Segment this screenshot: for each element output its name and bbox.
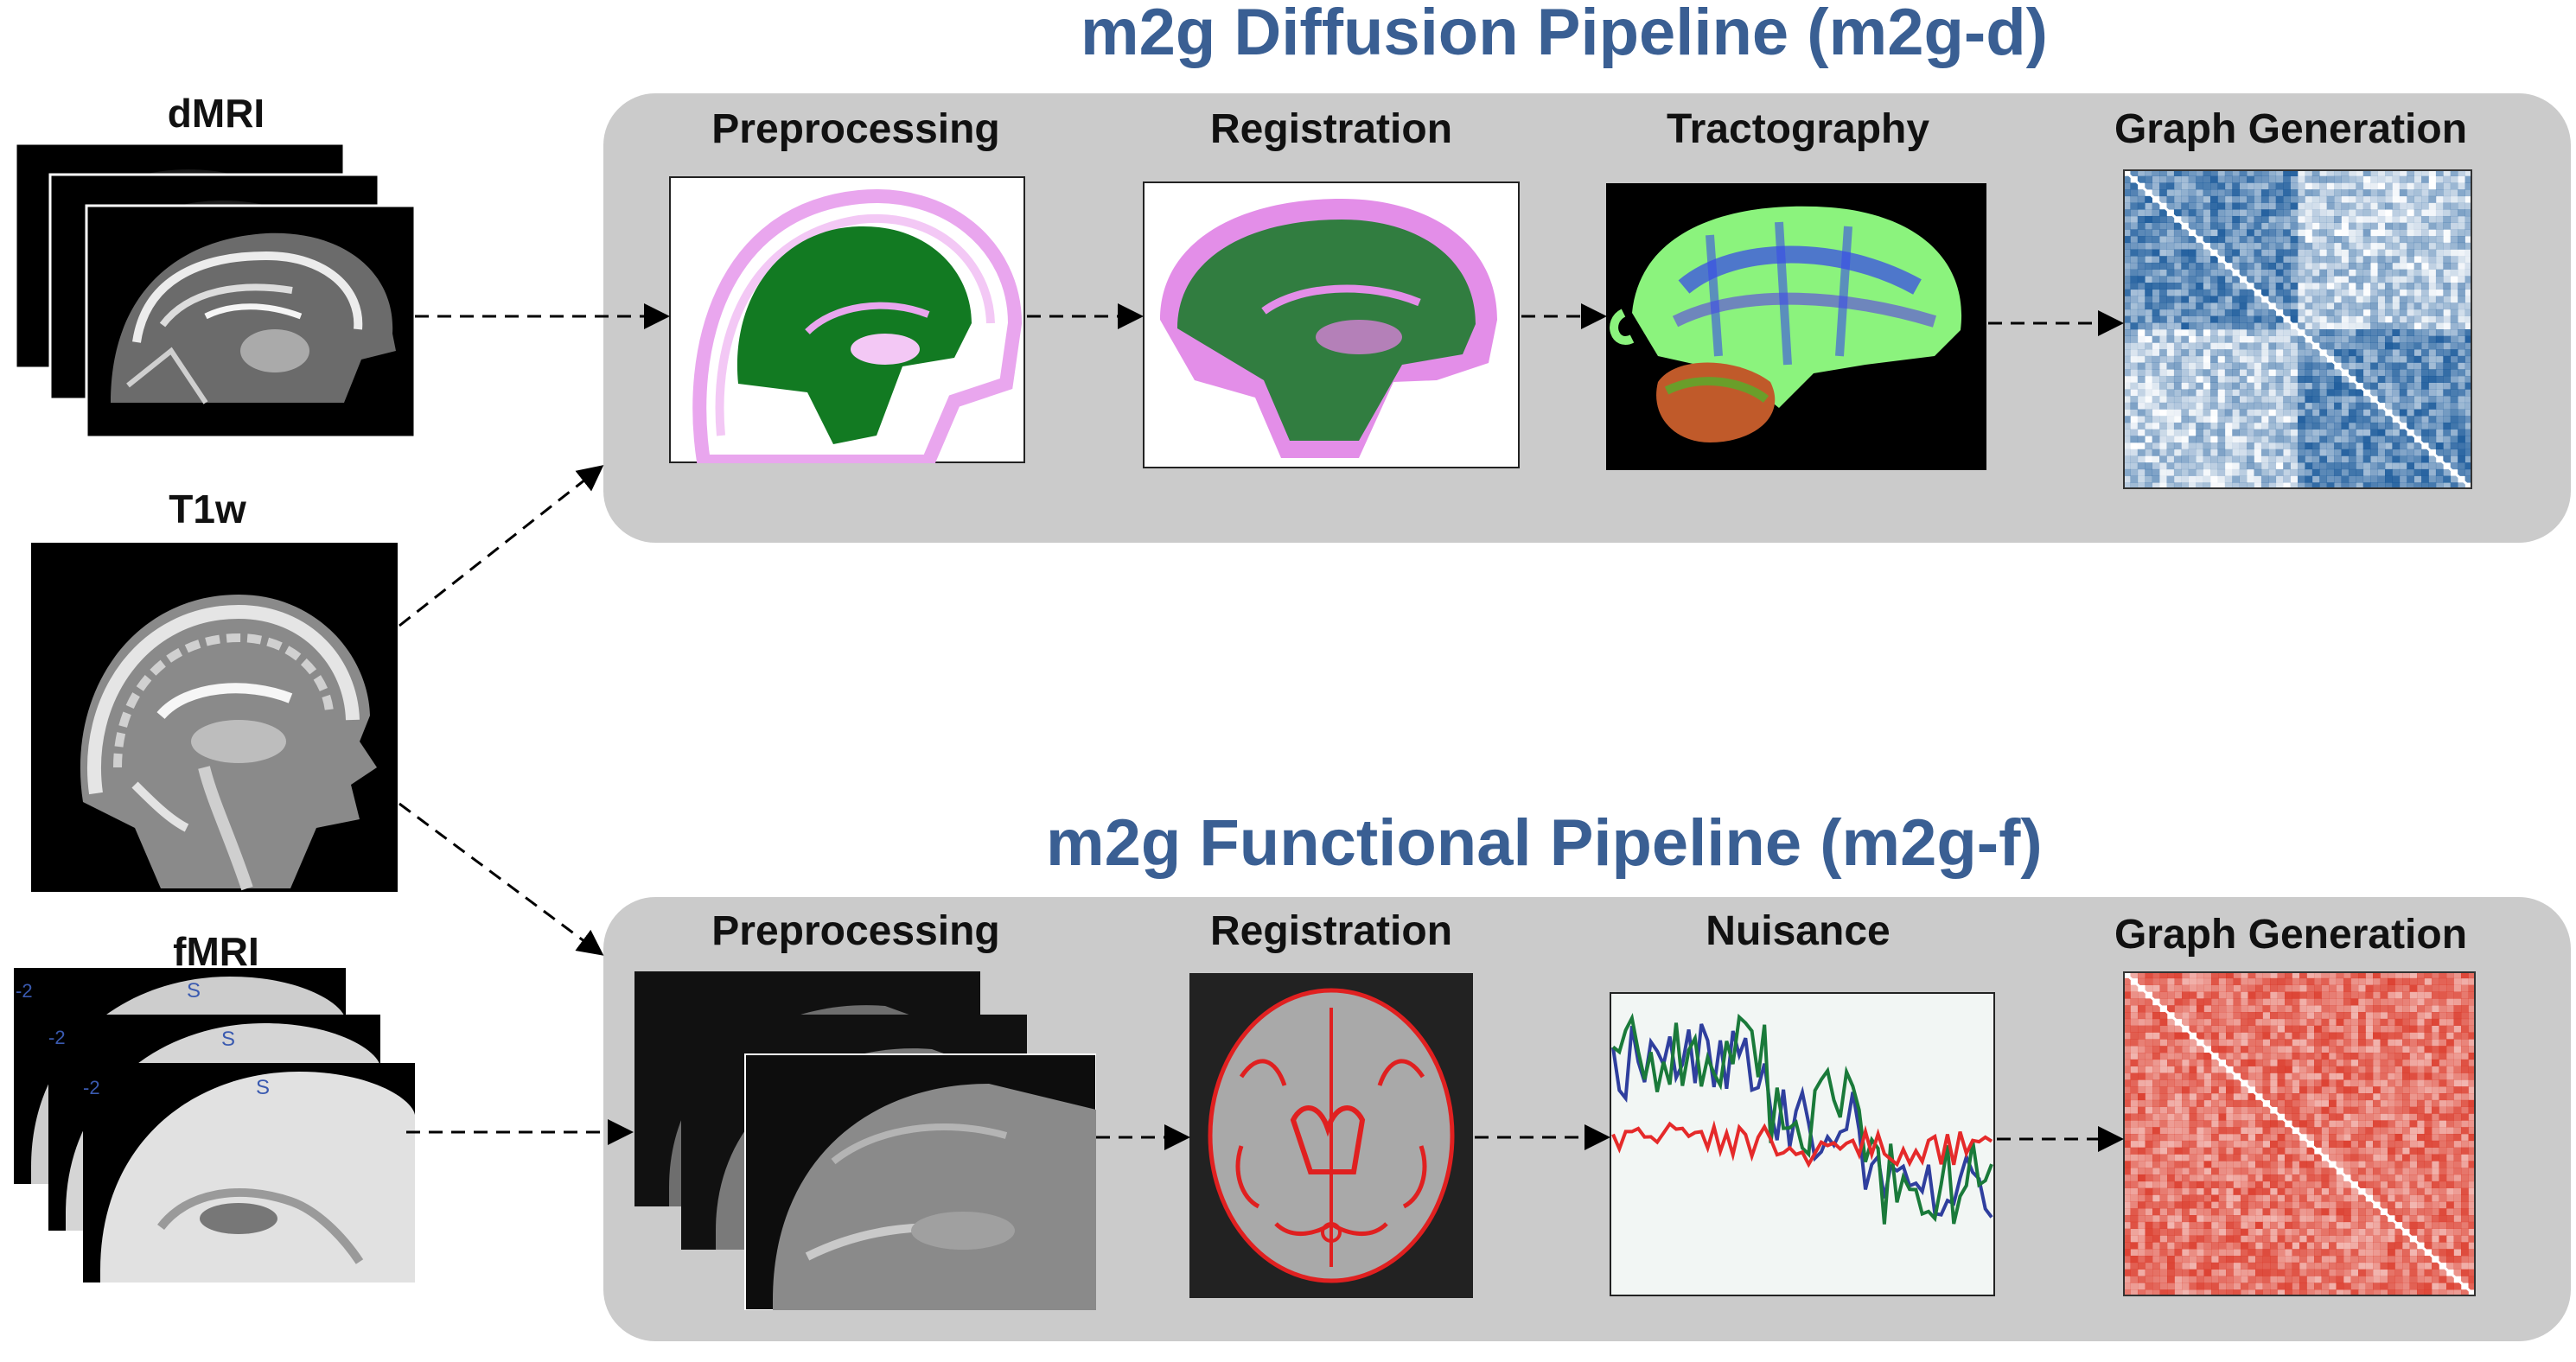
diffusion-tractography-image — [1606, 183, 1986, 470]
fmri-edge-marker-1: -2 — [16, 980, 33, 1002]
t1w-image — [31, 543, 398, 892]
diffusion-pipeline-title: m2g Diffusion Pipeline (m2g-d) — [1081, 0, 2048, 69]
functional-stage-nuisance: Nuisance — [1706, 908, 1891, 954]
functional-preprocessing-image-stack — [634, 971, 1096, 1310]
functional-stage-registration: Registration — [1209, 908, 1453, 954]
functional-stage-graph-generation: Graph Generation — [2114, 912, 2468, 958]
arrow-t1w-to-functional — [399, 802, 604, 956]
fmri-edge-marker-3: -2 — [83, 1077, 100, 1098]
diffusion-stage-registration: Registration — [1209, 106, 1453, 152]
arrow-t1w-to-diffusion — [399, 465, 604, 627]
functional-registration-image — [1189, 973, 1473, 1298]
diffusion-graph-generation-image — [2123, 169, 2472, 489]
fmri-label: fMRI — [173, 929, 259, 974]
diffusion-preprocessing-image — [669, 176, 1025, 463]
fmri-slice-marker-1: S — [187, 979, 201, 1002]
functional-stage-preprocessing: Preprocessing — [711, 908, 1000, 954]
dmri-image-stack — [16, 143, 422, 446]
diffusion-stage-tractography: Tractography — [1666, 106, 1930, 152]
functional-pipeline-title: m2g Functional Pipeline (m2g-f) — [1046, 806, 2043, 880]
t1w-label: T1w — [169, 487, 246, 531]
diffusion-stage-graph-generation: Graph Generation — [2114, 106, 2468, 152]
functional-graph-generation-image — [2123, 971, 2476, 1296]
fmri-slice-marker-3: S — [256, 1076, 270, 1099]
fmri-edge-marker-2: -2 — [48, 1027, 66, 1048]
diffusion-stage-preprocessing: Preprocessing — [711, 106, 1000, 152]
dmri-label: dMRI — [167, 91, 265, 136]
functional-nuisance-plot — [1610, 992, 1995, 1296]
diffusion-registration-image — [1143, 181, 1520, 468]
fmri-image-stack: S S S -2 -2 -2 — [14, 968, 420, 1288]
fmri-slice-marker-2: S — [221, 1028, 235, 1051]
